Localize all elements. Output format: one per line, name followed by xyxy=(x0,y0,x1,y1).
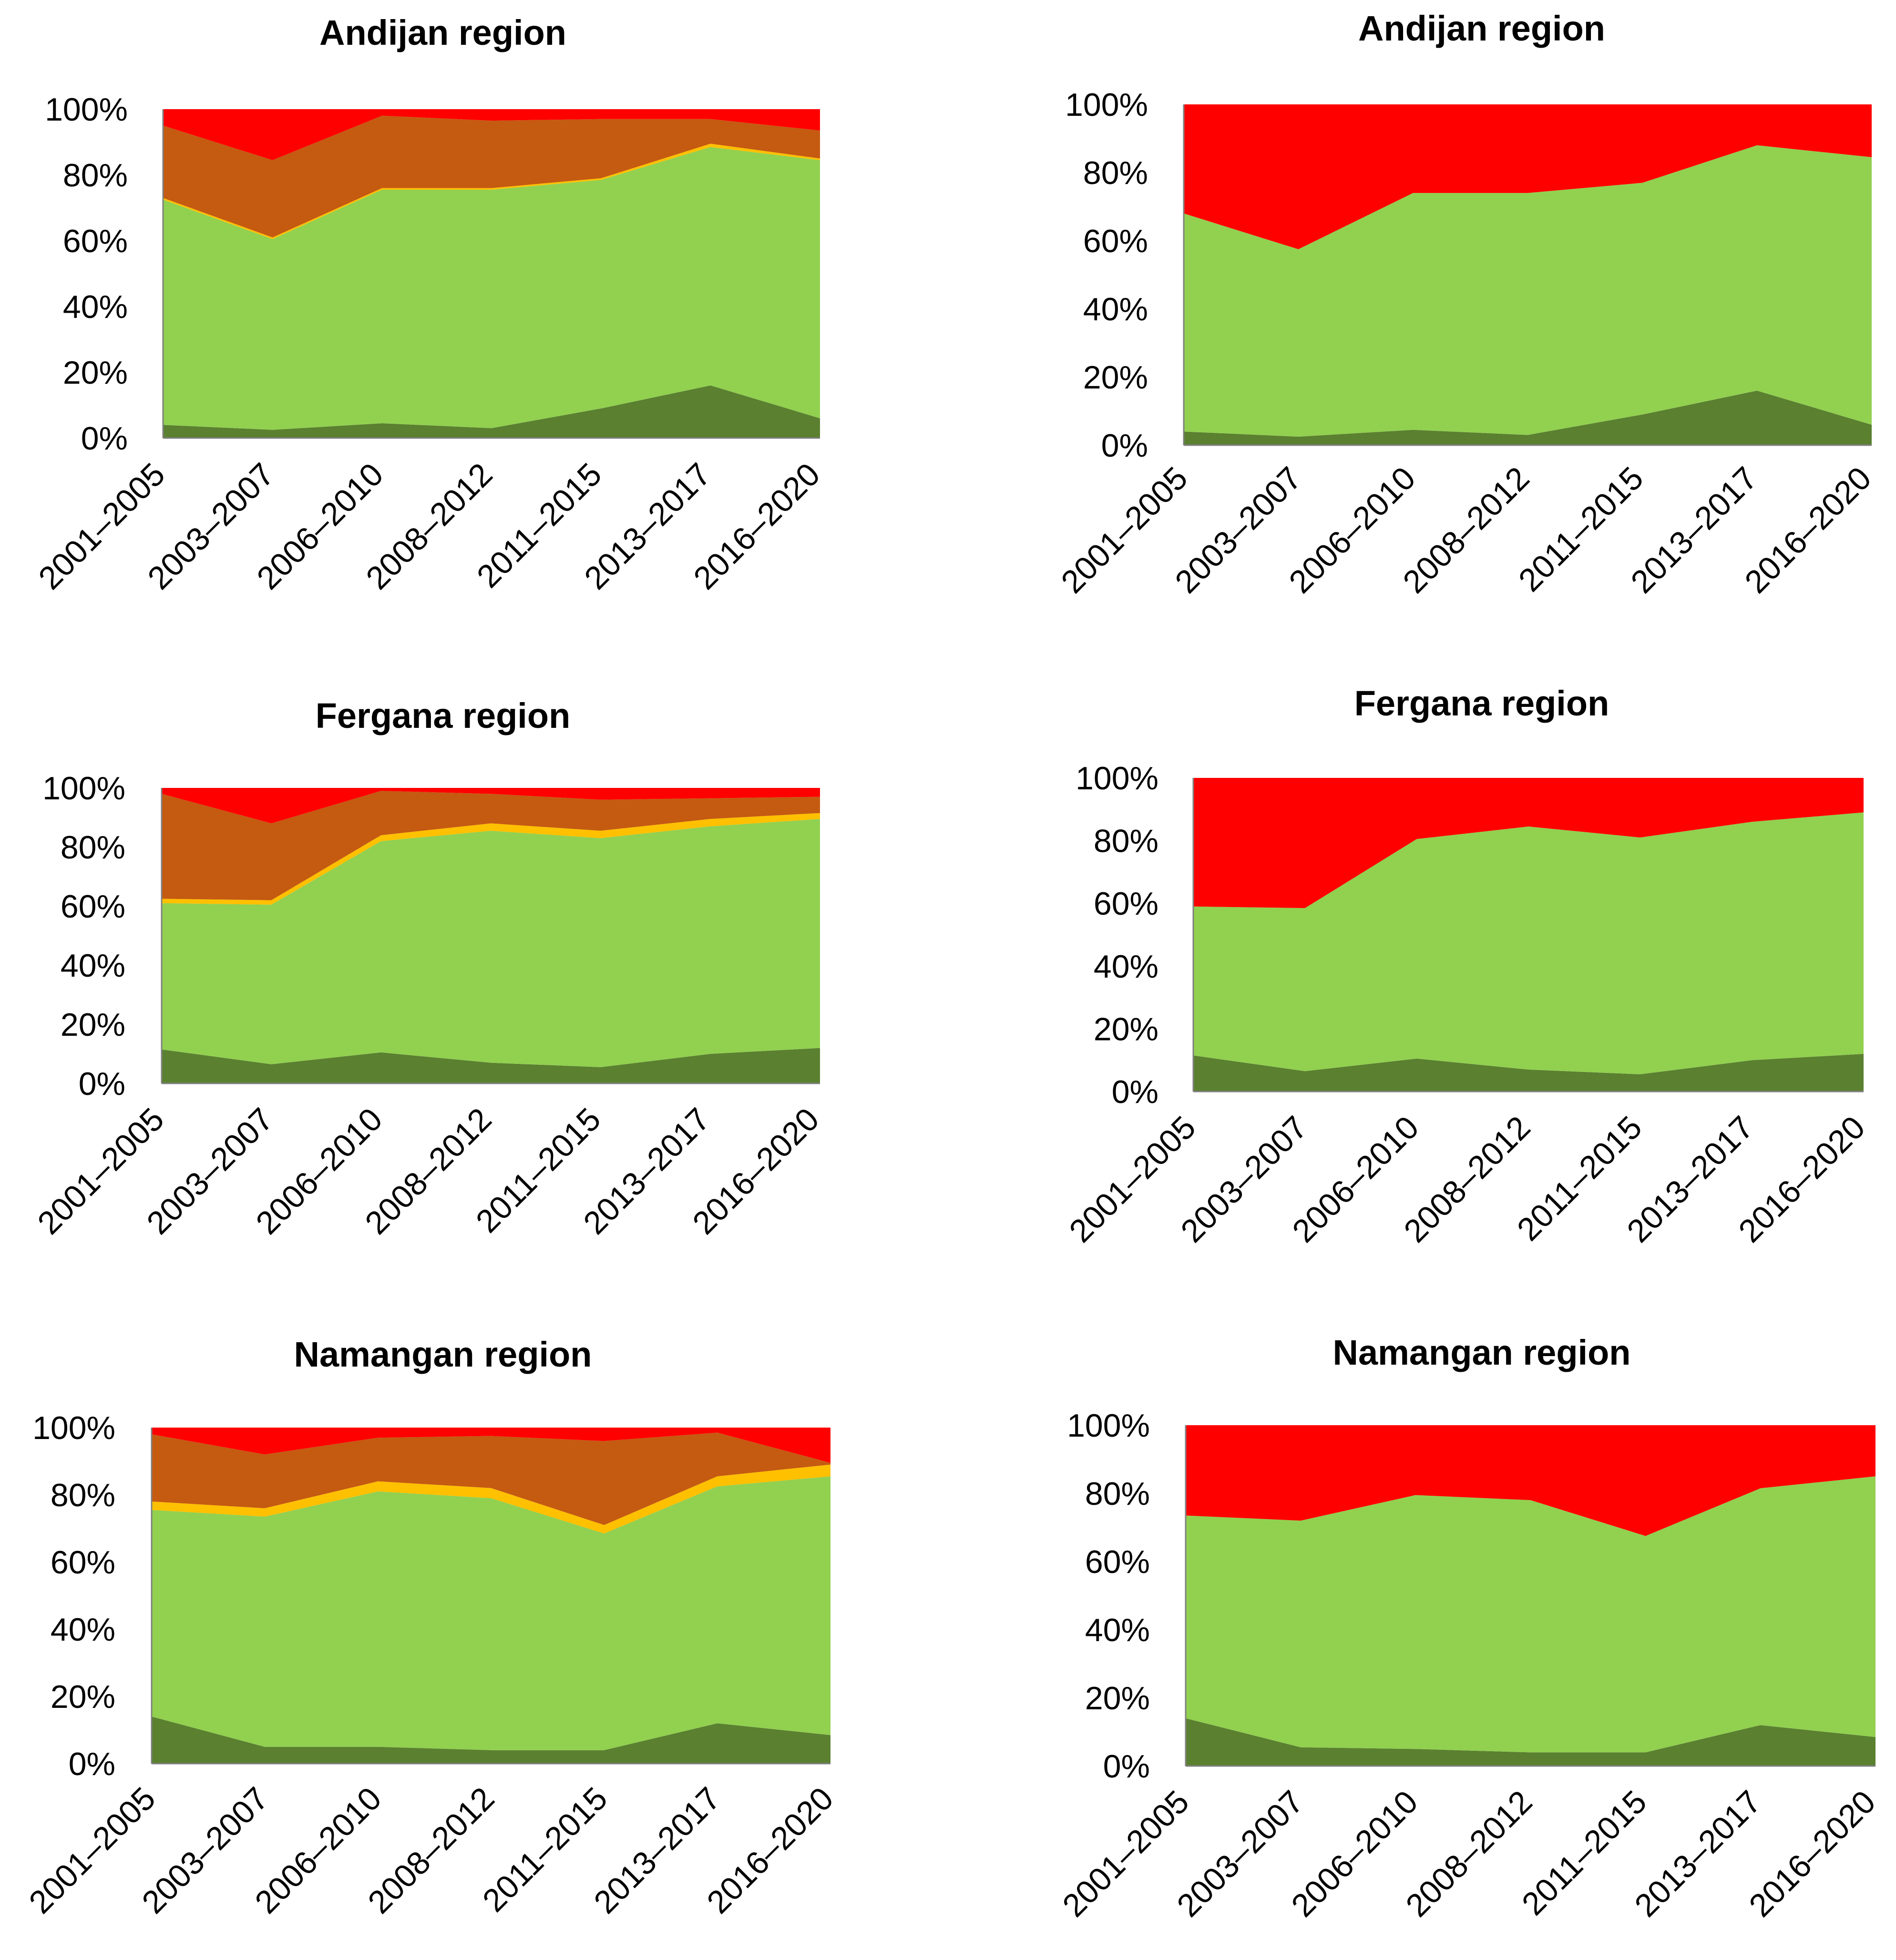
series-areas xyxy=(152,1428,830,1764)
panel-fergana-left: Fergana region 0%20%40%60%80%100%2001–20… xyxy=(31,696,826,1241)
panel-namangan-left: Namangan region 0%20%40%60%80%100%2001–2… xyxy=(22,1335,840,1920)
y-tick-label: 0% xyxy=(1103,1748,1150,1785)
y-tick-label: 100% xyxy=(1076,760,1158,796)
area-dark-green xyxy=(1184,390,1872,445)
y-tick-label: 40% xyxy=(51,1612,115,1648)
y-tick-label: 20% xyxy=(1085,1680,1150,1716)
chart-title: Andijan region xyxy=(1358,9,1605,48)
y-tick-label: 0% xyxy=(69,1746,115,1782)
area-light-green xyxy=(1186,1476,1876,1753)
area-dark-green xyxy=(1193,1054,1864,1092)
y-tick-label: 40% xyxy=(1094,949,1158,985)
y-tick-label: 60% xyxy=(1085,1544,1150,1580)
y-tick-label: 0% xyxy=(81,420,128,457)
panel-fergana-right: Fergana region 0%20%40%60%80%100%2001–20… xyxy=(1062,684,1872,1249)
area-brown xyxy=(152,1432,830,1525)
area-light-green xyxy=(163,147,820,430)
y-tick-label: 60% xyxy=(1094,886,1158,922)
area-red xyxy=(162,788,820,824)
area-light-green xyxy=(1193,812,1864,1074)
y-tick-label: 80% xyxy=(61,829,125,866)
panel-andijan-right: Andijan region 0%20%40%60%80%100%2001–20… xyxy=(1054,9,1878,600)
area-red xyxy=(163,109,820,160)
y-tick-label: 80% xyxy=(1083,155,1148,191)
y-tick-label: 0% xyxy=(1101,428,1148,464)
y-tick-label: 80% xyxy=(63,157,128,194)
panel-namangan-right: Namangan region 0%20%40%60%80%100%2001–2… xyxy=(1056,1333,1882,1924)
series-areas xyxy=(162,788,820,1083)
y-tick-label: 100% xyxy=(1065,87,1148,123)
chart-title: Andijan region xyxy=(319,13,566,52)
y-tick-label: 60% xyxy=(61,888,125,925)
area-brown xyxy=(163,115,820,238)
y-tick-label: 20% xyxy=(63,355,128,391)
y-tick-label: 0% xyxy=(79,1066,125,1102)
y-tick-label: 100% xyxy=(1067,1408,1150,1444)
y-tick-label: 40% xyxy=(61,948,125,984)
series-areas xyxy=(1193,778,1864,1092)
area-red xyxy=(1193,778,1864,909)
area-light-green xyxy=(152,1476,830,1750)
y-tick-label: 20% xyxy=(51,1679,115,1715)
area-brown xyxy=(162,791,820,900)
area-dark-green xyxy=(163,385,820,438)
area-light-green xyxy=(162,819,820,1067)
area-dark-green xyxy=(1186,1718,1876,1766)
y-tick-label: 0% xyxy=(1112,1074,1158,1110)
y-tick-label: 100% xyxy=(32,1410,115,1446)
area-dark-green xyxy=(162,1048,820,1083)
chart-title: Namangan region xyxy=(1333,1333,1631,1372)
y-tick-label: 40% xyxy=(63,289,128,325)
y-tick-label: 40% xyxy=(1083,291,1148,327)
y-tick-label: 80% xyxy=(1085,1476,1150,1512)
area-red xyxy=(152,1428,830,1463)
chart-title: Fergana region xyxy=(316,696,571,735)
panel-andijan-left: Andijan region 0%20%40%60%80%100%2001–20… xyxy=(31,13,827,596)
y-tick-label: 100% xyxy=(45,92,128,128)
y-tick-label: 20% xyxy=(61,1007,125,1043)
area-yellow xyxy=(162,813,820,905)
y-tick-label: 60% xyxy=(63,223,128,259)
series-areas xyxy=(1186,1425,1876,1766)
y-tick-label: 60% xyxy=(51,1544,115,1581)
area-dark-green xyxy=(152,1716,830,1764)
y-tick-label: 80% xyxy=(51,1477,115,1513)
chart-title: Fergana region xyxy=(1354,684,1609,723)
area-red xyxy=(1184,104,1872,249)
y-tick-label: 80% xyxy=(1094,823,1158,859)
y-tick-label: 100% xyxy=(42,770,125,806)
area-light-green xyxy=(1184,145,1872,437)
chart-title: Namangan region xyxy=(294,1335,592,1374)
series-areas xyxy=(163,109,820,438)
area-red xyxy=(1186,1425,1876,1536)
y-tick-label: 60% xyxy=(1083,223,1148,259)
series-areas xyxy=(1184,104,1872,445)
y-tick-label: 40% xyxy=(1085,1612,1150,1648)
y-tick-label: 20% xyxy=(1083,359,1148,396)
y-tick-label: 20% xyxy=(1094,1011,1158,1047)
